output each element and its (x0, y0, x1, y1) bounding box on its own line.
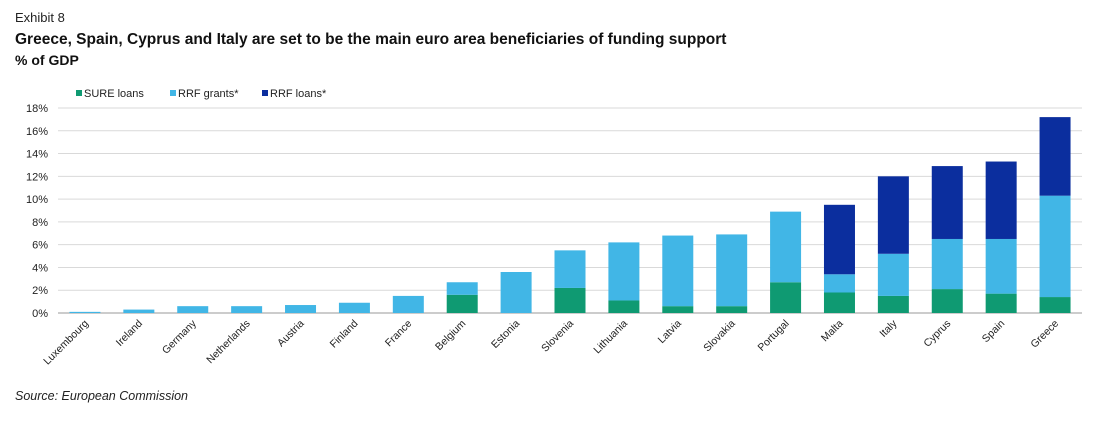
y-tick-label: 14% (26, 149, 48, 161)
bar-segment (285, 305, 317, 313)
bar-segment (446, 294, 478, 313)
y-tick-label: 0% (32, 308, 48, 320)
bar-segment (662, 235, 694, 307)
x-tick-label: Latvia (656, 318, 684, 346)
x-tick-label: Ireland (114, 318, 145, 349)
x-tick-label: Finland (328, 318, 361, 351)
bar-segment (823, 274, 855, 293)
bar-segment (446, 282, 478, 295)
y-axis: 0% 2% 4% 6% 8% 10% 12% 14% 16% 18% (26, 103, 48, 320)
x-tick-label: Italy (877, 317, 900, 340)
x-tick-label: Malta (819, 318, 846, 345)
bar-segment (554, 287, 586, 313)
bar-segment (985, 161, 1017, 239)
bar-segment (931, 166, 963, 239)
x-tick-label: Belgium (433, 317, 468, 352)
bar-segment (716, 306, 748, 313)
y-tick-label: 8% (32, 217, 48, 229)
legend-label: RRF grants* (178, 88, 239, 100)
bar-segment (1039, 297, 1071, 313)
legend-swatch (262, 90, 268, 96)
x-tick-label: Greece (1028, 318, 1061, 351)
bar-segment (662, 306, 694, 313)
chart-title: Greece, Spain, Cyprus and Italy are set … (15, 31, 727, 48)
legend-label: RRF loans* (270, 88, 327, 100)
x-tick-label: Netherlands (204, 318, 253, 367)
y-tick-label: 4% (32, 262, 48, 274)
bar-segment (1039, 195, 1071, 298)
bar-segment (608, 242, 640, 301)
x-tick-label: Cyprus (921, 318, 953, 350)
bar-segment (931, 238, 963, 290)
y-tick-label: 6% (32, 240, 48, 252)
y-tick-label: 12% (26, 171, 48, 183)
source-note: Source: European Commission (15, 389, 188, 403)
y-tick-label: 10% (26, 194, 48, 206)
bar-segment (500, 272, 532, 313)
bar-segment (770, 282, 802, 313)
bar-segment (877, 176, 909, 254)
x-tick-label: Slovakia (701, 318, 738, 355)
x-tick-label: Lithuania (591, 318, 630, 357)
bar-segment (392, 295, 424, 313)
bar-segment (985, 238, 1017, 294)
x-axis: Luxembourg Ireland Germany Netherlands Austr… (41, 317, 1061, 367)
exhibit-label: Exhibit 8 (15, 10, 65, 25)
x-tick-label: Portugal (756, 318, 792, 354)
bar-segment (231, 306, 263, 313)
legend-label: SURE loans (84, 88, 144, 100)
legend-swatch (170, 90, 176, 96)
bar-segment (177, 306, 209, 313)
x-tick-label: Germany (160, 317, 200, 357)
x-tick-label: Spain (980, 318, 1008, 346)
bar-segment (338, 302, 370, 313)
chart-subtitle: % of GDP (15, 52, 79, 68)
x-tick-label: Austria (275, 318, 307, 350)
bar-segment (877, 295, 909, 313)
x-tick-label: Slovenia (539, 318, 576, 355)
bar-segment (770, 211, 802, 283)
bar-segment (877, 253, 909, 296)
y-tick-label: 16% (26, 126, 48, 138)
bar-segment (69, 311, 101, 313)
bar-segment (931, 289, 963, 313)
bar-segment (985, 293, 1017, 313)
x-tick-label: Estonia (489, 318, 522, 351)
legend: SURE loans RRF grants* RRF loans* (76, 88, 327, 100)
bar-segment (716, 234, 748, 307)
bar-segment (123, 309, 155, 313)
bar-segment (823, 204, 855, 275)
y-tick-label: 18% (26, 103, 48, 115)
x-tick-label: France (383, 318, 415, 350)
bar-segment (608, 300, 640, 313)
x-tick-label: Luxembourg (41, 318, 91, 368)
bar-segment (823, 292, 855, 313)
bar-segment (1039, 117, 1071, 196)
bars (69, 117, 1071, 313)
y-tick-label: 2% (32, 285, 48, 297)
bar-segment (554, 250, 586, 288)
legend-swatch (76, 90, 82, 96)
